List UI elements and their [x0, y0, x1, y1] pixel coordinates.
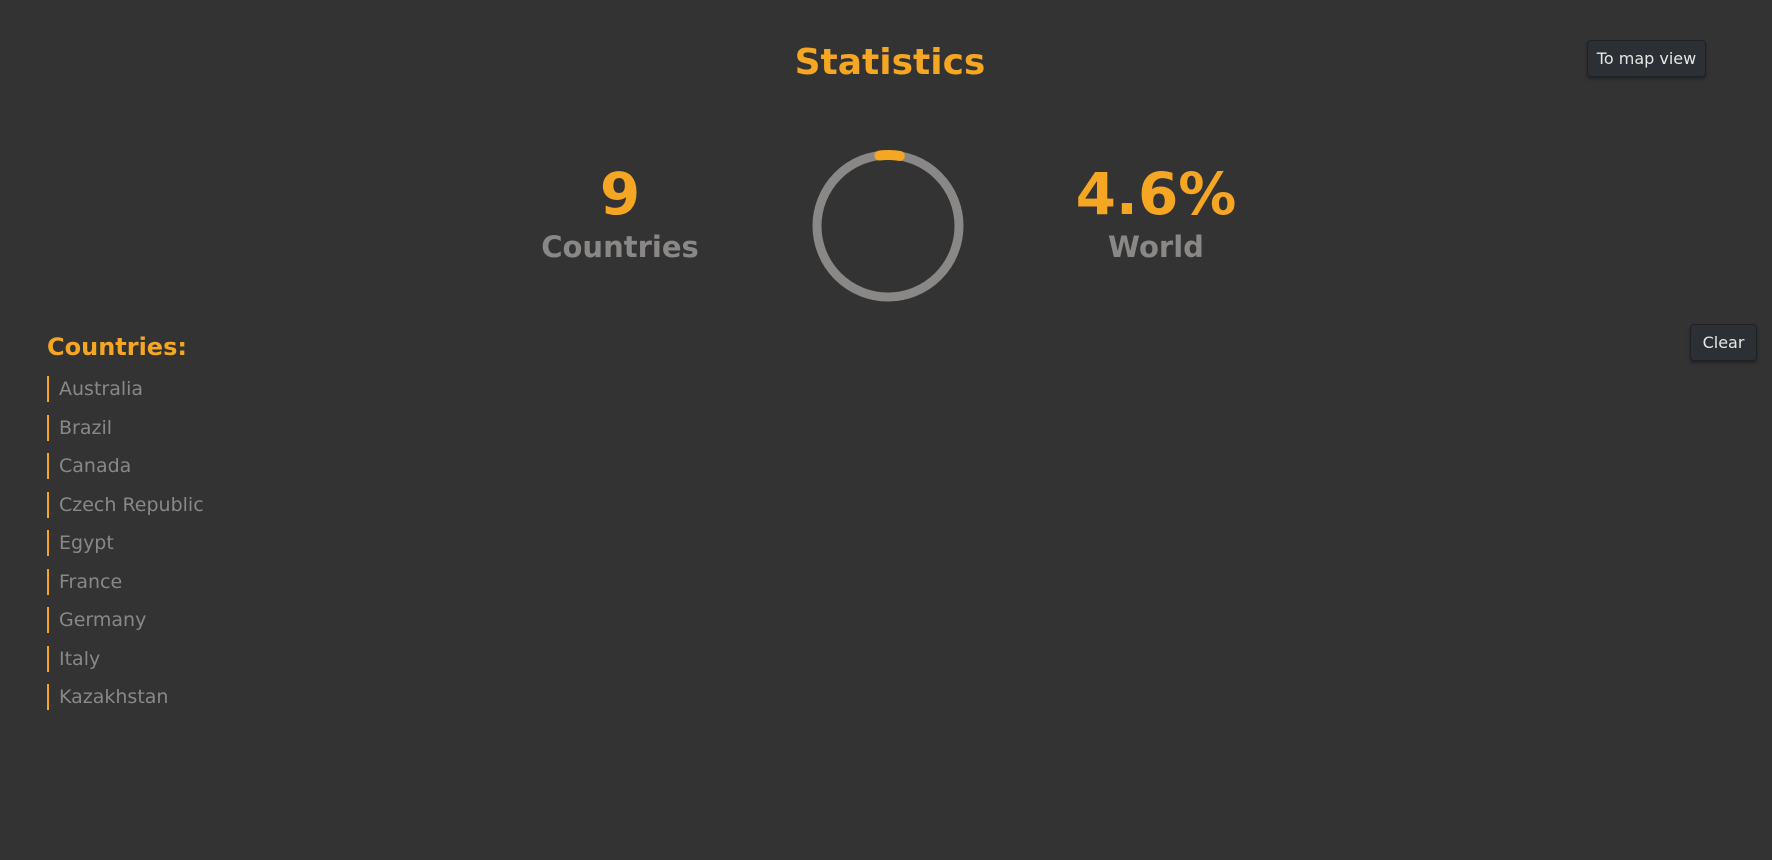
- world-percentage: 4.6%: [1075, 160, 1237, 228]
- page-title: Statistics: [794, 42, 986, 83]
- world-stat: 4.6% World: [1056, 165, 1256, 262]
- country-item: Australia: [47, 376, 204, 402]
- progress-ring-fill: [812, 150, 964, 302]
- countries-count-label: Countries: [541, 230, 699, 264]
- country-item: Italy: [47, 645, 204, 672]
- map-view-button[interactable]: To map view: [1587, 40, 1706, 77]
- countries-heading: Countries:: [47, 333, 187, 361]
- progress-ring-track: [812, 150, 964, 302]
- country-list: Australia Brazil Canada Czech Republic Egypt…: [47, 376, 204, 723]
- country-item: Brazil: [47, 414, 204, 441]
- world-percentage-label: World: [1108, 230, 1204, 264]
- countries-stat: 9 Countries: [520, 165, 720, 262]
- country-item: Egypt: [47, 530, 204, 556]
- country-item: Germany: [47, 607, 204, 633]
- world-progress-ring: [812, 150, 964, 302]
- countries-count: 9: [599, 160, 641, 228]
- country-item: Czech Republic: [47, 491, 204, 518]
- clear-button[interactable]: Clear: [1690, 324, 1757, 361]
- country-item: France: [47, 568, 204, 595]
- country-item: Kazakhstan: [47, 684, 204, 710]
- country-item: Canada: [47, 453, 204, 479]
